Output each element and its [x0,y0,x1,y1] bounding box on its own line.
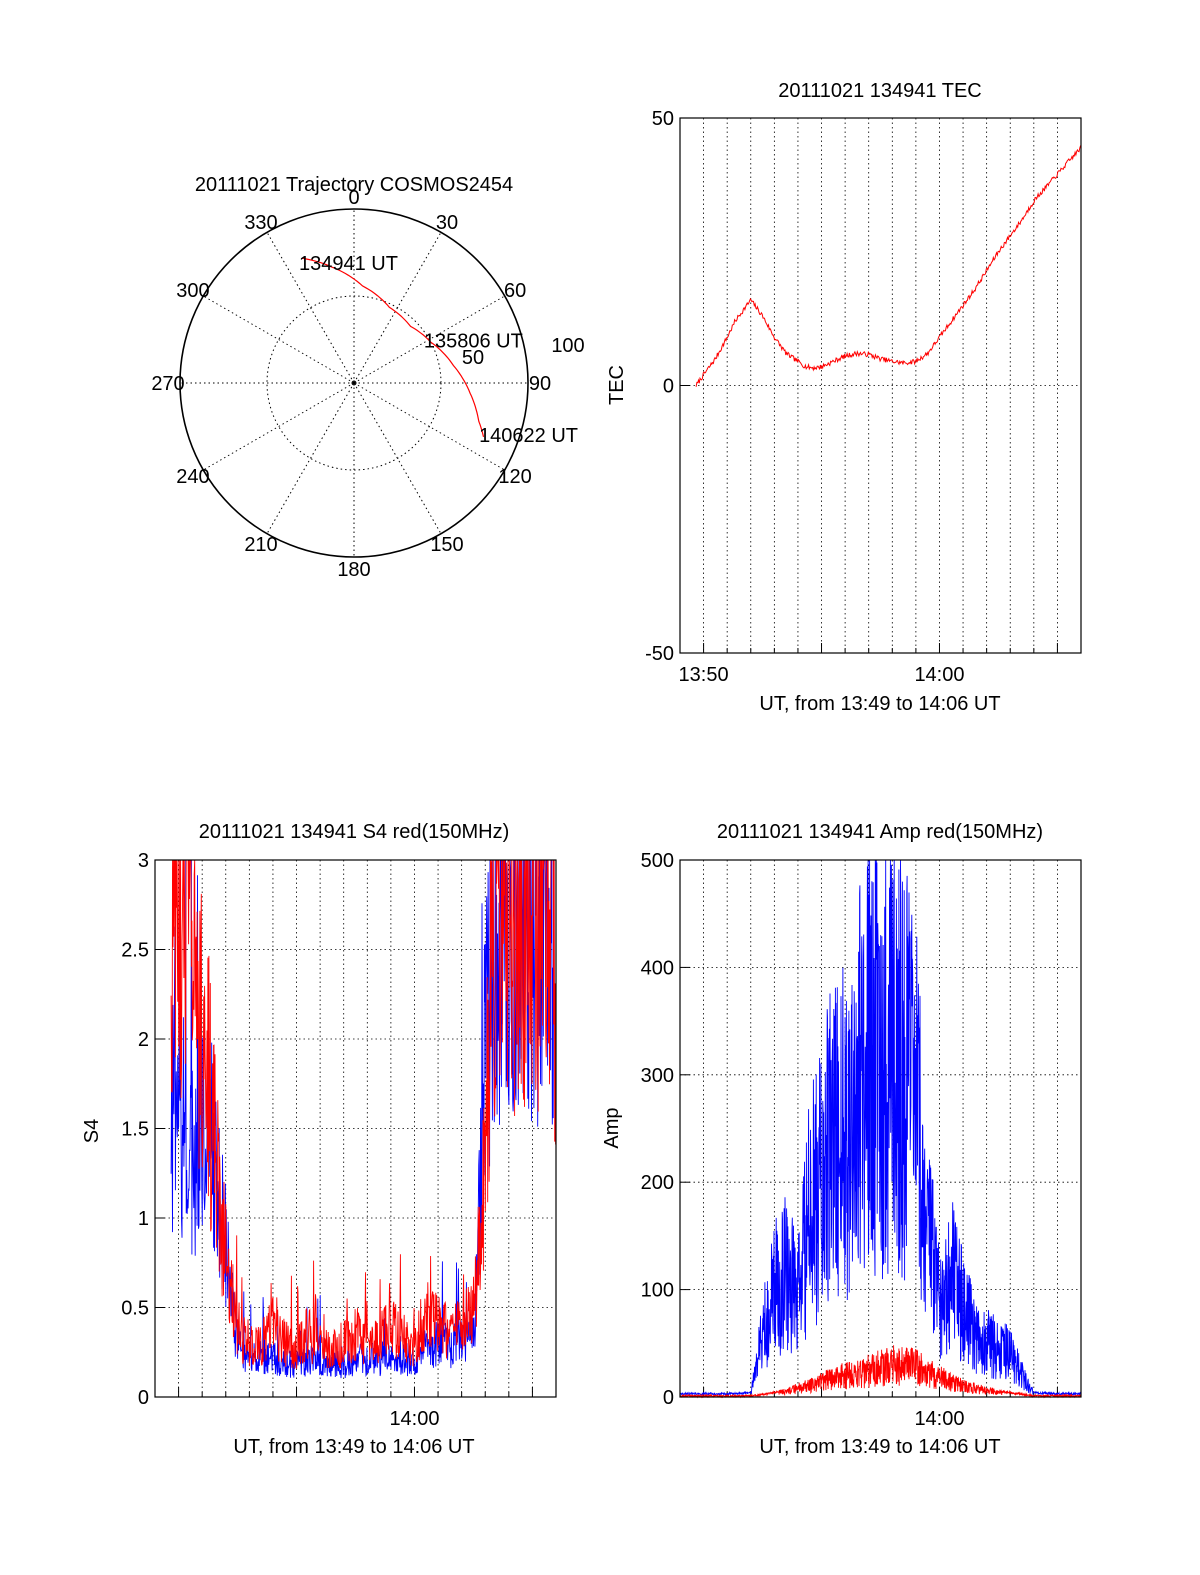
polar-spoke [353,382,442,534]
s4-xlabel: UT, from 13:49 to 14:06 UT [233,1436,474,1458]
y-tick-label: 50 [652,108,674,130]
amp-series-line [679,859,1082,1397]
polar-azimuth-label: 90 [529,373,551,395]
tec-series [695,145,1082,387]
x-tick-label: 14:00 [914,664,964,686]
tec-title: 20111021 134941 TEC [778,80,982,102]
polar-radial-label: 100 [551,335,584,357]
amp-title: 20111021 134941 Amp red(150MHz) [717,821,1043,843]
polar-title: 20111021 Trajectory COSMOS2454 [195,174,513,196]
s4-series-line [170,859,557,1369]
polar-labels: 0 30 60 90 120 150 180 210 240 270 300 330 50 100 [151,187,584,581]
trajectory-annotation: 134941 UT [299,253,398,275]
s4-plot: 20111021 134941 S4 red(150MHz) 0 0.5 1 1.5 2… [81,821,557,1458]
y-tick-label: 0 [663,1387,674,1409]
x-tick-label: 13:50 [679,664,729,686]
y-tick-label: 0.5 [121,1298,149,1320]
polar-grid [179,208,529,558]
y-tick-label: 0 [663,376,674,398]
tec-grid [679,117,1082,654]
y-tick-label: 200 [641,1172,674,1194]
y-tick-label: 400 [641,957,674,979]
y-tick-label: 500 [641,850,674,872]
polar-trajectory-plot: 20111021 Trajectory COSMOS2454 0 30 60 90 12… [151,174,584,581]
polar-outer-circle [179,208,529,558]
polar-azimuth-label: 240 [176,466,209,488]
polar-azimuth-label: 330 [244,212,277,234]
polar-azimuth-label: 0 [348,187,359,209]
amp-tick-labels: 0 100 200 300 400 500 14:00 [641,850,965,1430]
s4-tick-labels: 0 0.5 1 1.5 2 2.5 3 14:00 [121,850,439,1430]
polar-spoke [353,295,505,384]
polar-radial-label: 50 [462,347,484,369]
trajectory-annotations: 134941 UT 135806 UT 140622 UT [299,253,578,447]
y-tick-label: 2 [138,1029,149,1051]
tec-xlabel: UT, from 13:49 to 14:06 UT [759,693,1000,715]
amp-series-line [679,1345,1082,1399]
polar-azimuth-label: 60 [504,280,526,302]
y-tick-label: 1 [138,1208,149,1230]
polar-spoke [266,382,355,534]
y-tick-label: 1.5 [121,1119,149,1141]
amp-frame [679,859,1082,1398]
polar-azimuth-label: 300 [176,280,209,302]
y-tick-label: 100 [641,1280,674,1302]
y-tick-label: -50 [645,643,674,665]
tec-series-line [695,145,1082,387]
y-tick-label: 300 [641,1065,674,1087]
tec-ylabel: TEC [606,365,628,405]
polar-center [351,380,357,386]
s4-ylabel: S4 [81,1119,103,1143]
amp-plot: 20111021 134941 Amp red(150MHz) 0 100 200 3… [601,821,1082,1458]
tec-tick-labels: -50 0 50 13:50 14:00 [645,108,964,686]
polar-spoke [203,295,355,384]
polar-azimuth-label: 30 [436,212,458,234]
polar-spoke [266,232,355,384]
y-tick-label: 0 [138,1387,149,1409]
trajectory-annotation: 135806 UT [424,330,523,352]
x-tick-label: 14:00 [389,1408,439,1430]
polar-azimuth-label: 120 [498,466,531,488]
trajectory-line [302,257,485,438]
s4-series [170,859,557,1379]
polar-azimuth-label: 180 [337,559,370,581]
s4-title: 20111021 134941 S4 red(150MHz) [199,821,510,843]
polar-spoke [353,382,505,471]
tec-plot: 20111021 134941 TEC -50 0 50 13:50 14:00 UT,… [606,80,1082,715]
polar-azimuth-label: 210 [244,534,277,556]
polar-spoke [203,382,355,471]
polar-azimuth-label: 270 [151,373,184,395]
s4-frame [154,859,557,1398]
amp-series [679,859,1082,1399]
y-tick-label: 3 [138,850,149,872]
tec-frame [679,117,1082,654]
polar-spoke [353,232,442,384]
polar-azimuth-label: 150 [430,534,463,556]
amp-xlabel: UT, from 13:49 to 14:06 UT [759,1436,1000,1458]
trajectory-annotation: 140622 UT [479,425,578,447]
y-tick-label: 2.5 [121,940,149,962]
x-tick-label: 14:00 [914,1408,964,1430]
amp-ylabel: Amp [601,1107,623,1148]
